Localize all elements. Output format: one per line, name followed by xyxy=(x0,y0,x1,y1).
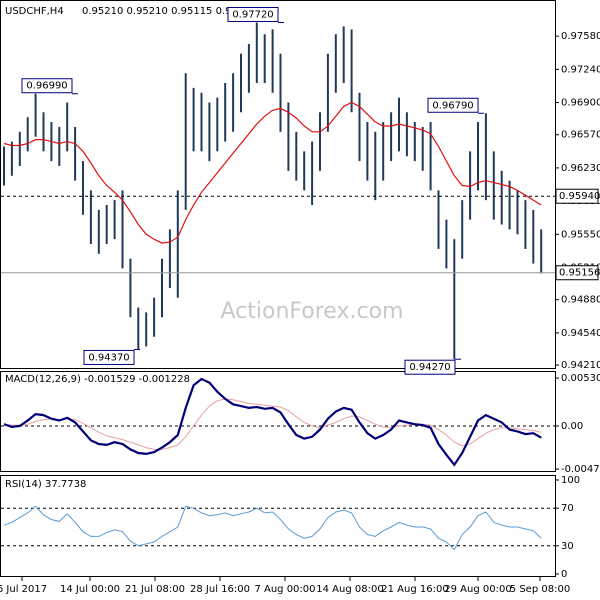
annotation-label: 0.96790 xyxy=(432,100,473,111)
price-panel xyxy=(0,0,556,369)
rsi-title: RSI(14) 37.7738 xyxy=(5,479,86,490)
level-box xyxy=(555,188,599,204)
annotation-box xyxy=(404,359,456,375)
y-tick-label: 30 xyxy=(561,541,574,552)
x-tick-label: 28 Jul 16:00 xyxy=(190,584,250,595)
y-tick-label: 0.96570 xyxy=(561,130,600,141)
y-tick-label: 0.97580 xyxy=(561,31,600,42)
annotation-label: 0.94370 xyxy=(88,352,129,363)
annotation-label: 0.96990 xyxy=(26,81,67,92)
x-tick-label: 21 Jul 08:00 xyxy=(125,584,185,595)
y-tick-label: 0.97240 xyxy=(561,64,600,75)
annotation-box xyxy=(21,78,73,94)
annotation-label: 0.97720 xyxy=(232,9,273,20)
y-tick-label: 0.94210 xyxy=(561,360,600,371)
x-tick-label: 7 Aug 00:00 xyxy=(254,584,315,595)
annotation-label: 0.94270 xyxy=(409,362,450,373)
x-tick-label: 6 Jul 2017 xyxy=(0,584,47,595)
line xyxy=(3,377,542,467)
level-box xyxy=(555,265,599,281)
line xyxy=(3,398,542,450)
y-tick-label: 0.00 xyxy=(561,421,583,432)
y-tick-label: 0.96900 xyxy=(561,98,600,109)
x-tick-label: 14 Aug 08:00 xyxy=(316,584,383,595)
macd-title: MACD(12,26,9) -0.001529 -0.001228 xyxy=(5,374,190,385)
y-tick-label: 0.96230 xyxy=(561,163,600,174)
y-tick-label: 0 xyxy=(561,569,567,580)
y-tick-label: 0.005303 xyxy=(561,373,600,384)
x-tick-label: 29 Aug 00:00 xyxy=(444,584,511,595)
y-tick-label: 0.94540 xyxy=(561,328,600,339)
y-tick-label: 100 xyxy=(561,475,580,486)
rsi-panel xyxy=(0,475,556,577)
annotation-box xyxy=(83,349,135,365)
x-tick-label: 5 Sep 08:00 xyxy=(510,584,570,595)
annotation-box xyxy=(227,6,279,22)
y-tick-label: 0.95550 xyxy=(561,229,600,240)
watermark: ActionForex.com xyxy=(221,299,404,324)
level-label: 0.95156 xyxy=(559,268,600,279)
x-tick-label: 14 Jul 00:00 xyxy=(60,584,120,595)
y-tick-label: -0.004777 xyxy=(561,464,600,475)
annotation-box xyxy=(427,97,479,113)
quote: 0.95210 0.95210 0.95115 0.95156 xyxy=(82,6,257,17)
y-tick-label: 0.94880 xyxy=(561,295,600,306)
level-label: 0.95940 xyxy=(559,191,600,202)
line xyxy=(3,101,542,244)
x-tick-label: 21 Aug 16:00 xyxy=(381,584,448,595)
symbol: USDCHF,H4 xyxy=(5,6,64,17)
macd-panel xyxy=(0,371,556,472)
y-tick-label: 70 xyxy=(561,503,574,514)
line xyxy=(3,505,542,551)
